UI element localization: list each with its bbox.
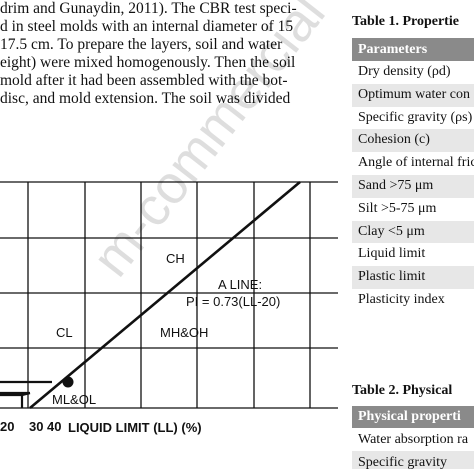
table-row: Dry density (ρd) [358, 64, 451, 79]
paragraph-line: 17.5 cm. To prepare the layers, soil and… [0, 36, 283, 53]
table-row: Sand >75 μm [352, 174, 474, 198]
table-row: Specific gravity (ρs) [358, 109, 473, 125]
table-row: Silt >5-75 μm [358, 200, 437, 216]
table1-title: Table 1. Propertie [352, 14, 459, 29]
region-label-mhoh: MH&OH [160, 325, 208, 340]
paragraph-line: disc, and mold extension. The soil was d… [0, 90, 291, 107]
chart-grid [0, 181, 338, 409]
table2: Physical properti Water absorption ra Sp… [352, 406, 474, 469]
u-line-segments [0, 380, 52, 408]
paragraph-line: mold after it had been assembled with th… [0, 72, 288, 89]
table-row: Plasticity index [358, 291, 445, 307]
a-line-label: A LINE: [218, 277, 262, 292]
region-label-ch: CH [166, 251, 185, 266]
table2-header: Physical properti [352, 406, 474, 428]
x-tick-label: 30 [29, 419, 43, 434]
paragraph-line: drim and Gunaydin, 2011). The CBR test s… [0, 0, 297, 17]
table-row: Optimum water con [352, 83, 474, 107]
paragraph-line: d in steel molds with an internal diamet… [0, 18, 294, 35]
table-row: Angle of internal fric [358, 155, 474, 171]
table-row: Water absorption ra [358, 432, 469, 447]
table-row: Plastic limit [352, 266, 474, 289]
region-label-mlol: ML&OL [52, 392, 96, 407]
table-row: Specific gravity [352, 451, 474, 469]
x-tick-label: 20 [0, 419, 14, 434]
table1: Parameters Dry density (ρd) Optimum wate… [352, 38, 474, 312]
a-line-equation: PI = 0.73(LL-20) [186, 294, 280, 309]
table-row: Liquid limit [358, 246, 426, 262]
x-tick-labels: 20 30 40 [0, 419, 61, 434]
table2-title: Table 2. Physical [352, 383, 453, 398]
table1-header: Parameters [352, 38, 474, 61]
paragraph-line: eight) were mixed homogenously. Then the… [0, 54, 296, 71]
plasticity-chart: CH CL MH&OH ML&OL A LINE: PI = 0.73(LL-2… [0, 181, 338, 435]
table-row: Cohesion (c) [352, 129, 474, 153]
x-axis-label: LIQUID LIMIT (LL) (%) [68, 420, 202, 435]
table-row: Clay <5 μm [352, 220, 474, 244]
x-tick-label: 40 [47, 419, 61, 434]
region-label-cl: CL [56, 325, 73, 340]
a-line [29, 181, 301, 409]
data-point [62, 376, 74, 388]
